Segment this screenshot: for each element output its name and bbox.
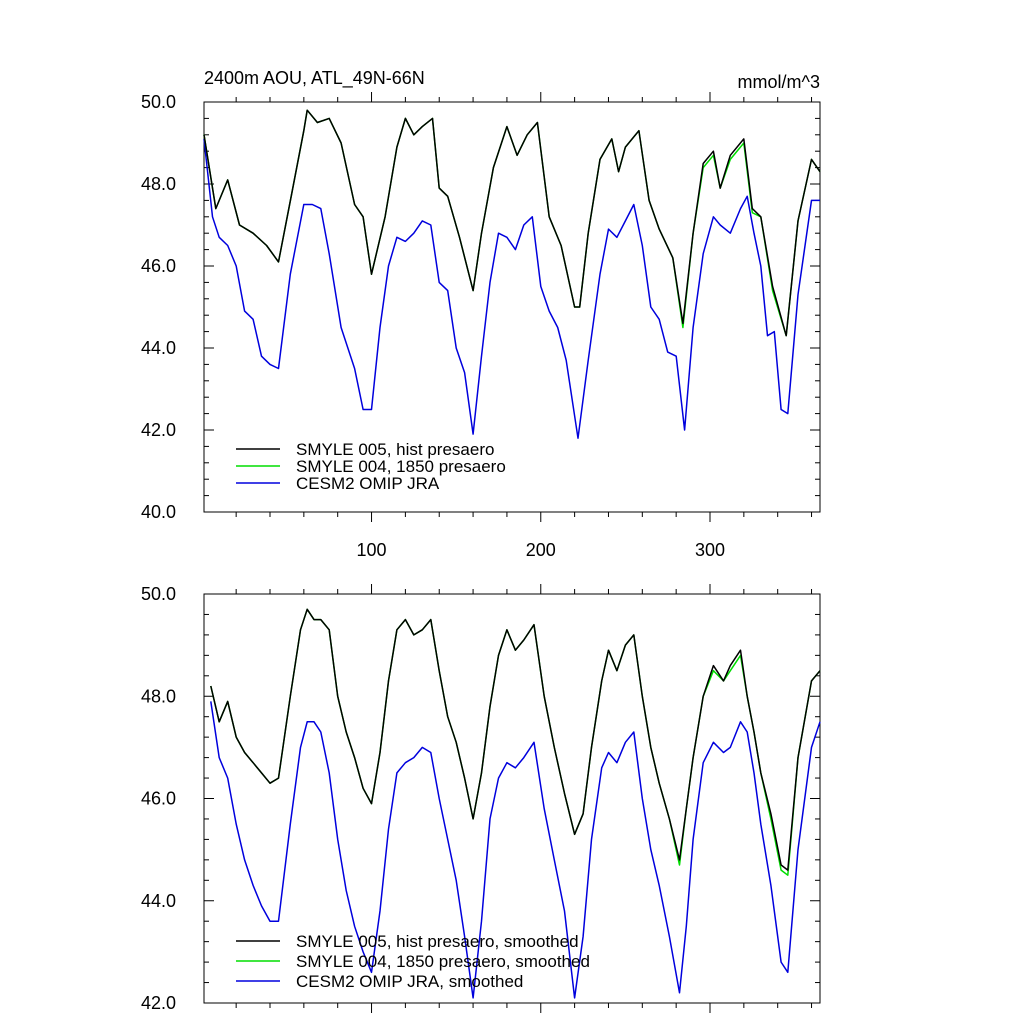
- y-tick-label: 42.0: [141, 420, 176, 440]
- series-line-1: [210, 608, 821, 871]
- legend-label: SMYLE 005, hist presaero, smoothed: [296, 932, 579, 951]
- y-tick-label: 40.0: [141, 502, 176, 522]
- units-label: mmol/m^3: [738, 72, 820, 92]
- y-tick-label: 42.0: [141, 993, 176, 1013]
- y-tick-label: 44.0: [141, 338, 176, 358]
- legend-label: SMYLE 005, hist presaero: [296, 440, 494, 459]
- top-chart-axes: 40.0 42.0 44.0 46.0 48.0 50.0 100 200 300: [141, 92, 821, 560]
- y-tick-label: 46.0: [141, 789, 176, 809]
- y-tick-label: 50.0: [141, 92, 176, 112]
- x-tick-label: 200: [526, 540, 556, 560]
- y-tick-label: 48.0: [141, 174, 176, 194]
- series-line-1: [203, 109, 821, 337]
- bottom-chart-legend: SMYLE 005, hist presaero, smoothedSMYLE …: [236, 932, 590, 991]
- series-line-2: [203, 109, 821, 337]
- bottom-chart-panel: 42.0 44.0 46.0 48.0 50.0 SMYLE 005, hist pre…: [141, 584, 821, 1013]
- legend-label: SMYLE 004, 1850 presaero: [296, 457, 506, 476]
- top-chart-lines: [203, 109, 821, 439]
- chart-title: 2400m AOU, ATL_49N-66N: [204, 68, 425, 89]
- series-line-3: [210, 701, 821, 999]
- legend-label: CESM2 OMIP JRA: [296, 474, 440, 493]
- x-tick-label: 100: [357, 540, 387, 560]
- y-tick-label: 46.0: [141, 256, 176, 276]
- x-tick-label: 300: [695, 540, 725, 560]
- plot-frame: [203, 101, 821, 513]
- bottom-chart-axes: 42.0 44.0 46.0 48.0 50.0: [141, 584, 821, 1013]
- legend-label: CESM2 OMIP JRA, smoothed: [296, 972, 523, 991]
- series-line-3: [203, 138, 820, 439]
- y-tick-label: 50.0: [141, 584, 176, 604]
- legend-label: SMYLE 004, 1850 presaero, smoothed: [296, 952, 590, 971]
- top-chart-panel: 2400m AOU, ATL_49N-66N mmol/m^3 40.0 42.0…: [141, 68, 821, 560]
- bottom-chart-lines: [210, 608, 821, 999]
- y-tick-label: 44.0: [141, 891, 176, 911]
- y-tick-label: 48.0: [141, 686, 176, 706]
